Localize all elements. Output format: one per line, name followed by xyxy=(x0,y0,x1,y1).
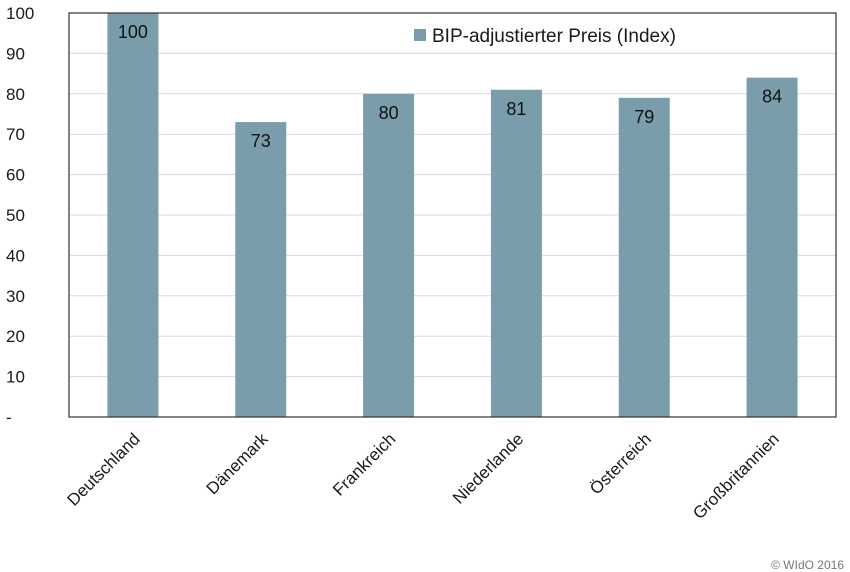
data-label: 80 xyxy=(379,103,399,123)
legend-label: BIP-adjustierter Preis (Index) xyxy=(432,26,676,47)
category-label: Österreich xyxy=(586,429,655,498)
bar xyxy=(746,77,798,417)
y-axis-ticks: - 10 20 30 40 50 60 70 80 90 100 xyxy=(6,4,34,427)
category-label: Niederlande xyxy=(449,429,527,507)
legend-swatch xyxy=(414,29,426,41)
category-label: Dänemark xyxy=(203,429,272,498)
data-label: 84 xyxy=(762,87,782,107)
bar xyxy=(618,97,670,417)
data-label: 81 xyxy=(506,99,526,119)
bar xyxy=(363,93,415,418)
y-tick-label: 70 xyxy=(6,125,25,144)
data-labels: 100 73 80 81 79 84 xyxy=(118,22,782,151)
category-labels: Deutschland Dänemark Frankreich Niederlande… xyxy=(63,429,782,523)
bar xyxy=(235,122,287,417)
y-tick-label: - xyxy=(6,408,12,427)
y-tick-label: 40 xyxy=(6,246,25,265)
category-label: Frankreich xyxy=(329,429,399,499)
bar xyxy=(107,13,159,417)
category-label: Großbritannien xyxy=(689,429,783,523)
data-label: 73 xyxy=(251,131,271,151)
data-label: 79 xyxy=(634,107,654,127)
y-tick-label: 10 xyxy=(6,368,25,387)
legend: BIP-adjustierter Preis (Index) xyxy=(414,26,676,47)
y-tick-label: 80 xyxy=(6,85,25,104)
y-tick-label: 20 xyxy=(6,327,25,346)
bars xyxy=(107,13,798,418)
category-label: Deutschland xyxy=(63,429,143,509)
gridlines xyxy=(69,52,836,378)
plot-frame xyxy=(68,12,837,418)
y-tick-label: 50 xyxy=(6,206,25,225)
credit-text: © WIdO 2016 xyxy=(771,558,844,572)
y-tick-label: 90 xyxy=(6,44,25,63)
y-tick-label: 60 xyxy=(6,166,25,185)
data-label: 100 xyxy=(118,22,148,42)
y-tick-label: 100 xyxy=(6,4,34,23)
bar xyxy=(490,89,542,417)
y-tick-label: 30 xyxy=(6,287,25,306)
